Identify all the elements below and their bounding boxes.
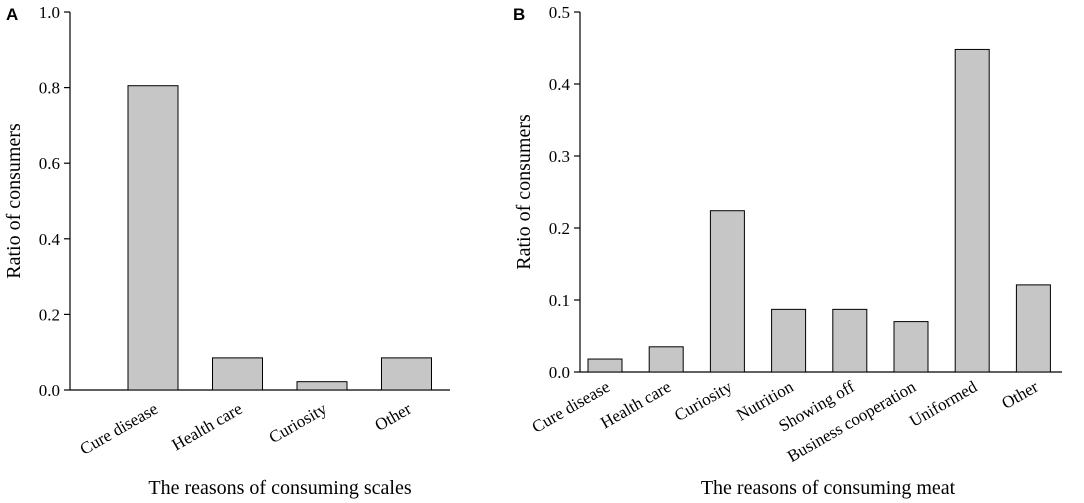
bar-b-6 [893, 321, 929, 373]
x-axis-title-a: The reasons of consuming scales [148, 477, 411, 499]
y-axis-title-b: Ratio of consumers [513, 114, 535, 270]
category-label-b-1: Cure disease [529, 377, 613, 437]
y-tick-label-b: 0.2 [549, 219, 570, 238]
category-label-b-3: Curiosity [671, 377, 736, 425]
y-tick-label-a: 0.8 [39, 79, 60, 98]
y-tick-label-b: 0.1 [549, 291, 570, 310]
bar-a-4 [381, 357, 432, 391]
bars-b [587, 48, 1051, 373]
y-tick-label-a: 0.2 [39, 305, 60, 324]
y-tick-label-a: 0.4 [39, 230, 61, 249]
y-tick-label-a: 0.6 [39, 154, 60, 173]
bar-b-3 [709, 210, 745, 373]
y-axis-title-a: Ratio of consumers [3, 123, 25, 279]
bar-b-2 [648, 346, 684, 373]
y-tick-label-b: 0.5 [549, 3, 570, 22]
panel-label-b: B [513, 5, 525, 24]
chart-panel-b: B 0.0 0.1 0.2 0.3 0.4 0.5 Cure diseaseHealth … [513, 3, 1062, 499]
category-label-b-8: Other [998, 377, 1041, 413]
y-tick-label-a: 1.0 [39, 3, 60, 22]
y-ticks-b: 0.0 0.1 0.2 0.3 0.4 0.5 [549, 3, 580, 382]
bar-b-7 [954, 48, 990, 373]
bar-a-3 [296, 381, 348, 391]
y-tick-label-a: 0.0 [39, 381, 60, 400]
category-label-a-1: Cure disease [77, 399, 161, 459]
category-label-a-4: Other [371, 399, 414, 435]
y-ticks-a: 0.0 0.2 0.4 0.6 0.8 1.0 [39, 3, 70, 400]
bars-a [127, 85, 432, 391]
bar-b-5 [832, 308, 868, 373]
category-label-b-2: Health care [597, 377, 674, 432]
y-tick-label-b: 0.3 [549, 147, 570, 166]
y-tick-label-b: 0.4 [549, 75, 571, 94]
bar-b-1 [587, 358, 623, 373]
bar-a-2 [212, 357, 263, 391]
x-axis-title-b: The reasons of consuming meat [701, 477, 956, 499]
category-label-a-3: Curiosity [266, 399, 331, 447]
axes-a [69, 12, 450, 391]
category-label-a-2: Health care [169, 399, 246, 454]
panel-label-a: A [6, 5, 18, 24]
bar-b-8 [1015, 284, 1051, 373]
category-label-b-7: Uniformed [906, 377, 981, 431]
bar-b-4 [771, 308, 807, 373]
bar-a-1 [127, 85, 179, 391]
y-tick-label-b: 0.0 [549, 363, 570, 382]
chart-panel-a: A 0.0 0.2 0.4 0.6 0.8 1.0 Cure disease Health … [3, 3, 450, 499]
category-labels-a: Cure disease Health care Curiosity Other [77, 399, 415, 459]
